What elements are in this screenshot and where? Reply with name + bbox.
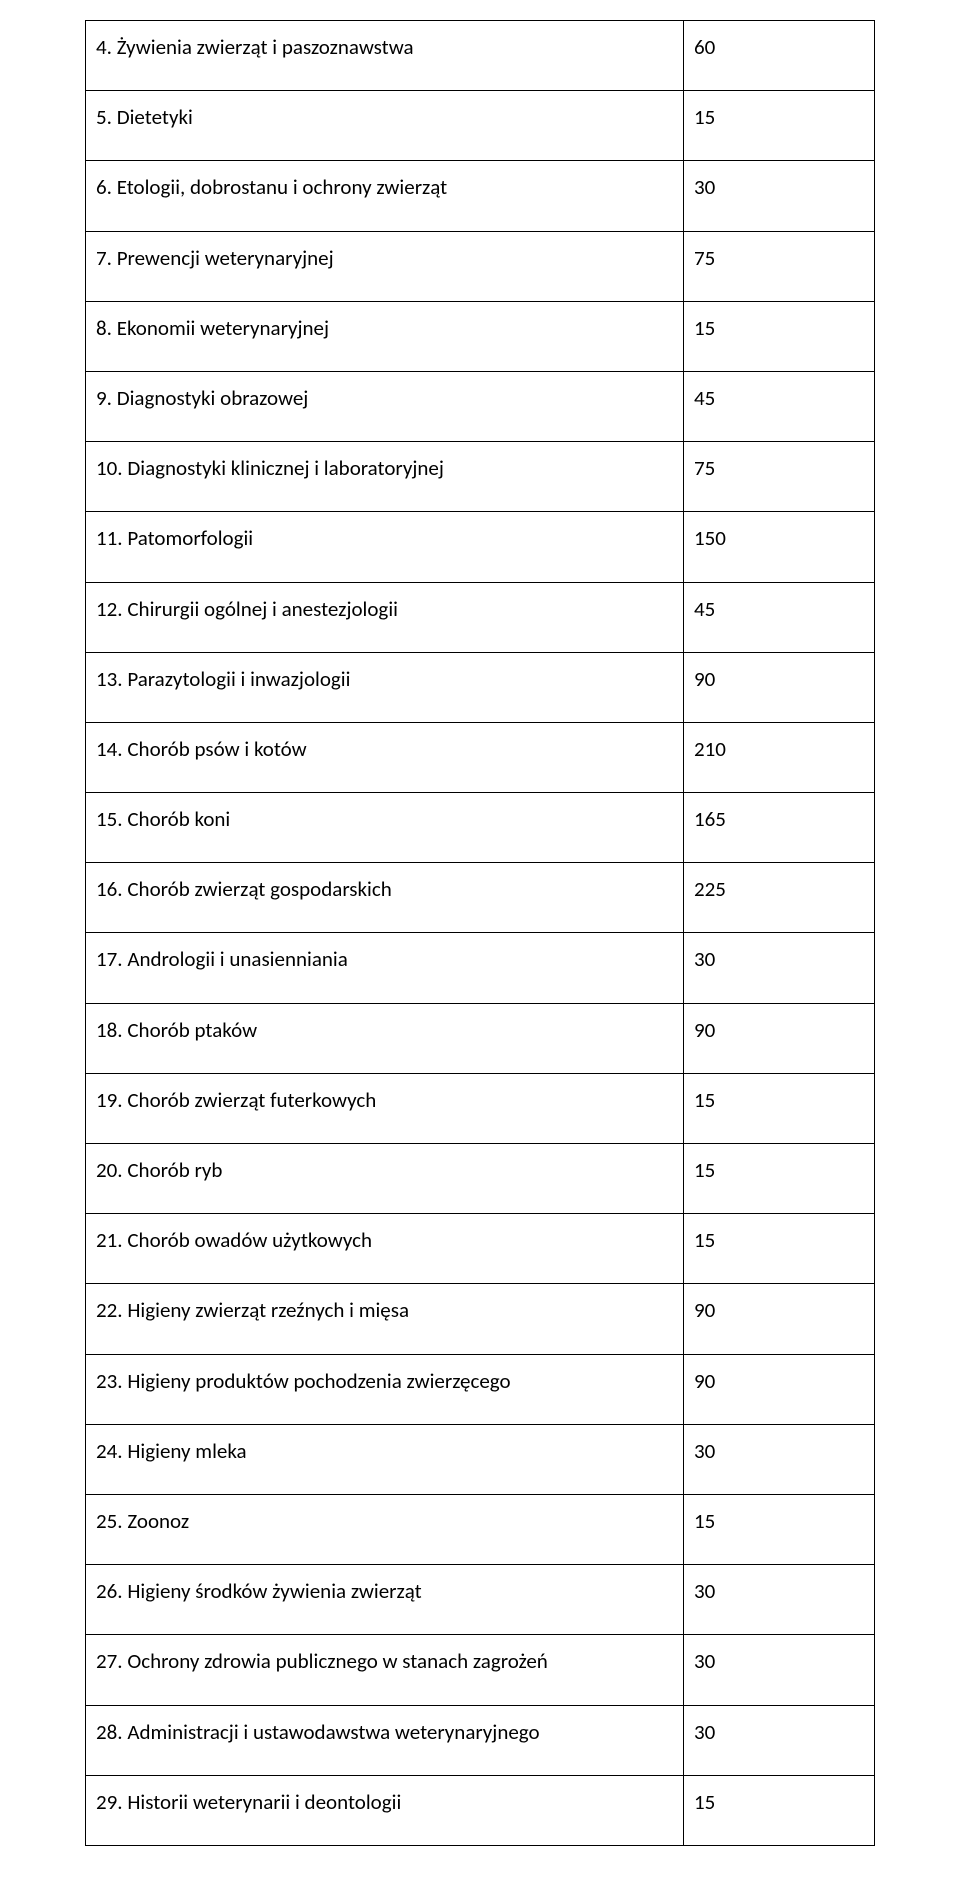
subject-label-cell: 16. Chorób zwierząt gospodarskich: [86, 863, 684, 933]
subject-label-cell: 23. Higieny produktów pochodzenia zwierz…: [86, 1354, 684, 1424]
subject-value-cell: 15: [684, 301, 875, 371]
subject-label-cell: 17. Andrologii i unasienniania: [86, 933, 684, 1003]
subject-value-cell: 210: [684, 722, 875, 792]
table-row: 27. Ochrony zdrowia publicznego w stanac…: [86, 1635, 875, 1705]
table-row: 18. Chorób ptaków90: [86, 1003, 875, 1073]
subject-label-cell: 19. Chorób zwierząt futerkowych: [86, 1073, 684, 1143]
subject-value-cell: 165: [684, 793, 875, 863]
table-row: 14. Chorób psów i kotów210: [86, 722, 875, 792]
table-row: 29. Historii weterynarii i deontologii15: [86, 1775, 875, 1845]
subject-value-cell: 15: [684, 91, 875, 161]
table-row: 7. Prewencji weterynaryjnej75: [86, 231, 875, 301]
table-row: 25. Zoonoz15: [86, 1494, 875, 1564]
subject-label-cell: 21. Chorób owadów użytkowych: [86, 1214, 684, 1284]
table-row: 8. Ekonomii weterynaryjnej15: [86, 301, 875, 371]
subject-label-cell: 25. Zoonoz: [86, 1494, 684, 1564]
table-row: 23. Higieny produktów pochodzenia zwierz…: [86, 1354, 875, 1424]
table-row: 26. Higieny środków żywienia zwierząt30: [86, 1565, 875, 1635]
subject-label-cell: 4. Żywienia zwierząt i paszoznawstwa: [86, 21, 684, 91]
table-body: 4. Żywienia zwierząt i paszoznawstwa605.…: [86, 21, 875, 1846]
subject-value-cell: 90: [684, 1284, 875, 1354]
subject-label-cell: 28. Administracji i ustawodawstwa wetery…: [86, 1705, 684, 1775]
table-row: 17. Andrologii i unasienniania30: [86, 933, 875, 1003]
subject-value-cell: 15: [684, 1073, 875, 1143]
table-row: 5. Dietetyki15: [86, 91, 875, 161]
subject-value-cell: 30: [684, 933, 875, 1003]
subject-value-cell: 225: [684, 863, 875, 933]
table-row: 13. Parazytologii i inwazjologii90: [86, 652, 875, 722]
subject-value-cell: 75: [684, 442, 875, 512]
subject-value-cell: 15: [684, 1214, 875, 1284]
subject-label-cell: 8. Ekonomii weterynaryjnej: [86, 301, 684, 371]
subject-label-cell: 15. Chorób koni: [86, 793, 684, 863]
subject-label-cell: 7. Prewencji weterynaryjnej: [86, 231, 684, 301]
table-row: 28. Administracji i ustawodawstwa wetery…: [86, 1705, 875, 1775]
table-row: 20. Chorób ryb15: [86, 1144, 875, 1214]
subject-value-cell: 30: [684, 1424, 875, 1494]
subject-value-cell: 90: [684, 1003, 875, 1073]
table-row: 12. Chirurgii ogólnej i anestezjologii45: [86, 582, 875, 652]
subject-label-cell: 26. Higieny środków żywienia zwierząt: [86, 1565, 684, 1635]
subject-label-cell: 6. Etologii, dobrostanu i ochrony zwierz…: [86, 161, 684, 231]
subject-label-cell: 13. Parazytologii i inwazjologii: [86, 652, 684, 722]
subject-label-cell: 10. Diagnostyki klinicznej i laboratoryj…: [86, 442, 684, 512]
table-row: 22. Higieny zwierząt rzeźnych i mięsa90: [86, 1284, 875, 1354]
subject-value-cell: 15: [684, 1144, 875, 1214]
subject-value-cell: 90: [684, 652, 875, 722]
subject-label-cell: 5. Dietetyki: [86, 91, 684, 161]
table-row: 4. Żywienia zwierząt i paszoznawstwa60: [86, 21, 875, 91]
subject-value-cell: 30: [684, 161, 875, 231]
subject-value-cell: 15: [684, 1775, 875, 1845]
table-row: 24. Higieny mleka30: [86, 1424, 875, 1494]
subject-label-cell: 29. Historii weterynarii i deontologii: [86, 1775, 684, 1845]
table-row: 16. Chorób zwierząt gospodarskich225: [86, 863, 875, 933]
subject-value-cell: 90: [684, 1354, 875, 1424]
table-row: 21. Chorób owadów użytkowych15: [86, 1214, 875, 1284]
subject-value-cell: 45: [684, 371, 875, 441]
subject-value-cell: 75: [684, 231, 875, 301]
subject-value-cell: 15: [684, 1494, 875, 1564]
table-row: 15. Chorób koni165: [86, 793, 875, 863]
subject-value-cell: 30: [684, 1635, 875, 1705]
table-row: 10. Diagnostyki klinicznej i laboratoryj…: [86, 442, 875, 512]
subjects-table: 4. Żywienia zwierząt i paszoznawstwa605.…: [85, 20, 875, 1846]
subject-label-cell: 20. Chorób ryb: [86, 1144, 684, 1214]
subject-value-cell: 30: [684, 1705, 875, 1775]
subject-label-cell: 12. Chirurgii ogólnej i anestezjologii: [86, 582, 684, 652]
subject-value-cell: 45: [684, 582, 875, 652]
subject-label-cell: 14. Chorób psów i kotów: [86, 722, 684, 792]
subject-label-cell: 22. Higieny zwierząt rzeźnych i mięsa: [86, 1284, 684, 1354]
subject-label-cell: 27. Ochrony zdrowia publicznego w stanac…: [86, 1635, 684, 1705]
subject-label-cell: 9. Diagnostyki obrazowej: [86, 371, 684, 441]
table-row: 6. Etologii, dobrostanu i ochrony zwierz…: [86, 161, 875, 231]
table-row: 9. Diagnostyki obrazowej45: [86, 371, 875, 441]
table-row: 19. Chorób zwierząt futerkowych15: [86, 1073, 875, 1143]
subject-label-cell: 24. Higieny mleka: [86, 1424, 684, 1494]
subject-value-cell: 30: [684, 1565, 875, 1635]
subject-label-cell: 11. Patomorfologii: [86, 512, 684, 582]
subject-value-cell: 60: [684, 21, 875, 91]
subject-label-cell: 18. Chorób ptaków: [86, 1003, 684, 1073]
subject-value-cell: 150: [684, 512, 875, 582]
table-row: 11. Patomorfologii150: [86, 512, 875, 582]
